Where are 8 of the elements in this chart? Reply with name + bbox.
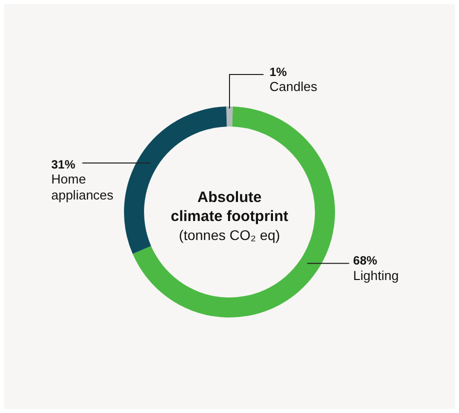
slice-label: Lighting — [353, 268, 399, 284]
text: Absolute climate footprint — [170, 189, 288, 226]
text: (tonnes CO₂ eq) — [178, 226, 280, 243]
data-label: 1% — [270, 64, 288, 79]
data-label: 31% — [51, 157, 76, 172]
data-label: 68% — [353, 254, 378, 268]
slice-label: Candles — [270, 79, 318, 94]
slice-label: Home appliances — [51, 172, 114, 203]
